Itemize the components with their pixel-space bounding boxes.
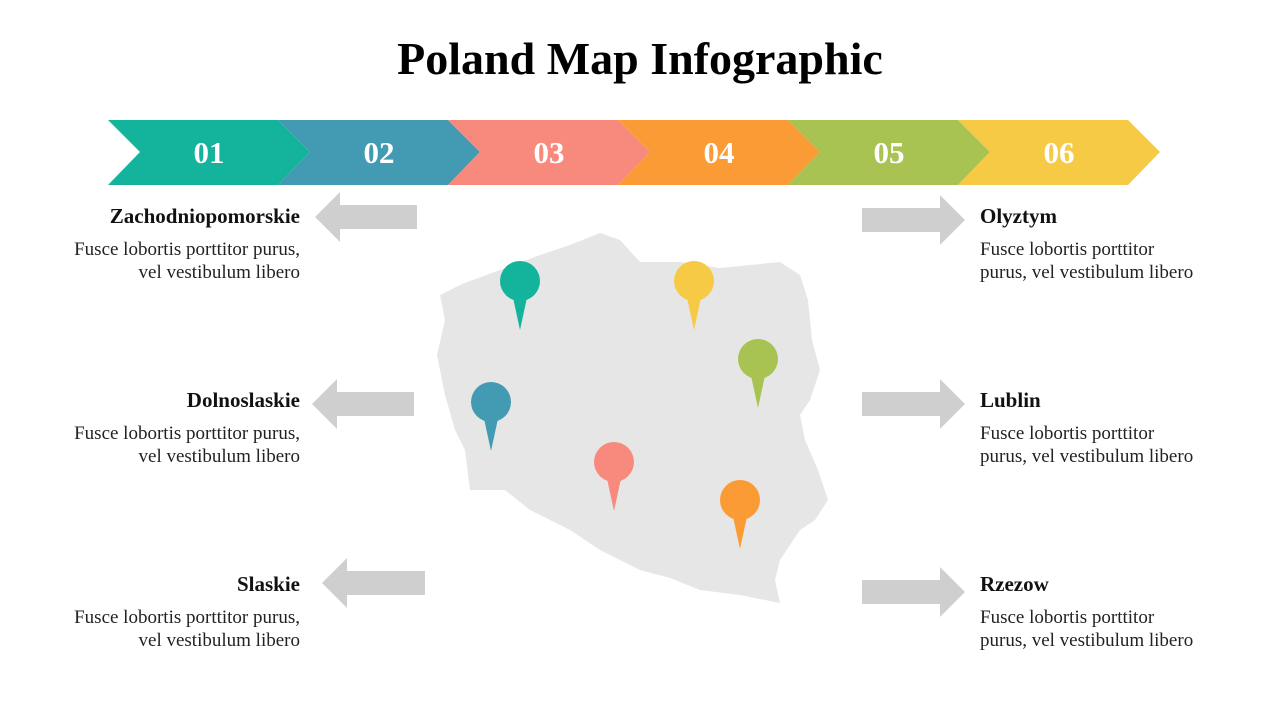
step-number: 02 xyxy=(364,135,395,170)
map-pin xyxy=(606,474,622,511)
region-item: Slaskie Fusce lobortis porttitor purus, v… xyxy=(70,572,300,652)
step-chevron xyxy=(788,120,990,185)
map-pin xyxy=(594,442,634,482)
map-pin xyxy=(686,293,702,330)
region-name: Lublin xyxy=(980,388,1041,412)
region-item: Zachodniopomorskie Fusce lobortis porttit… xyxy=(70,204,300,284)
arrow-left xyxy=(322,558,425,608)
map-pin xyxy=(674,261,714,301)
map-pin xyxy=(483,414,499,451)
map-pin xyxy=(750,371,766,408)
region-name: Slaskie xyxy=(236,572,300,596)
region-item: Rzezow Fusce lobortis porttitor purus, ve… xyxy=(980,572,1195,652)
step-number: 05 xyxy=(874,135,905,170)
arrow-left xyxy=(315,192,417,242)
region-text: Fusce lobortis porttitor purus, vel vest… xyxy=(74,423,300,467)
region-name: Dolnoslaskie xyxy=(186,388,300,412)
arrow-right xyxy=(862,379,965,429)
arrow-left xyxy=(312,379,414,429)
map-pin xyxy=(512,293,528,330)
step-number: 04 xyxy=(704,135,735,170)
map-pin xyxy=(720,480,760,520)
title: Poland Map Infographic xyxy=(397,33,883,84)
map-pin xyxy=(732,512,748,549)
region-text: Fusce lobortis porttitor purus, vel vest… xyxy=(74,607,300,651)
region-text: Fusce lobortis porttitor purus, vel vest… xyxy=(980,239,1194,283)
step-number: 03 xyxy=(534,135,565,170)
region-item: Lublin Fusce lobortis porttitor purus, ve… xyxy=(980,388,1195,468)
region-name: Olyztym xyxy=(980,204,1057,228)
step-chevron xyxy=(278,120,480,185)
region-text: Fusce lobortis porttitor purus, vel vest… xyxy=(980,423,1194,467)
map-pin xyxy=(471,382,511,422)
arrow-right xyxy=(862,195,965,245)
step-chevron xyxy=(448,120,650,185)
map-pin xyxy=(738,339,778,379)
map-pin xyxy=(500,261,540,301)
step-chevron xyxy=(108,120,310,185)
step-chevron xyxy=(618,120,820,185)
region-name: Zachodniopomorskie xyxy=(109,204,300,228)
arrow-right xyxy=(862,567,965,617)
region-text: Fusce lobortis porttitor purus, vel vest… xyxy=(74,239,300,283)
region-item: Olyztym Fusce lobortis porttitor purus, v… xyxy=(980,204,1195,284)
region-name: Rzezow xyxy=(980,572,1049,596)
region-text: Fusce lobortis porttitor purus, vel vest… xyxy=(980,607,1194,651)
step-number: 06 xyxy=(1044,135,1075,170)
step-chevron xyxy=(958,120,1160,185)
region-item: Dolnoslaskie Fusce lobortis porttitor pur… xyxy=(70,388,300,468)
step-number: 01 xyxy=(194,135,225,170)
